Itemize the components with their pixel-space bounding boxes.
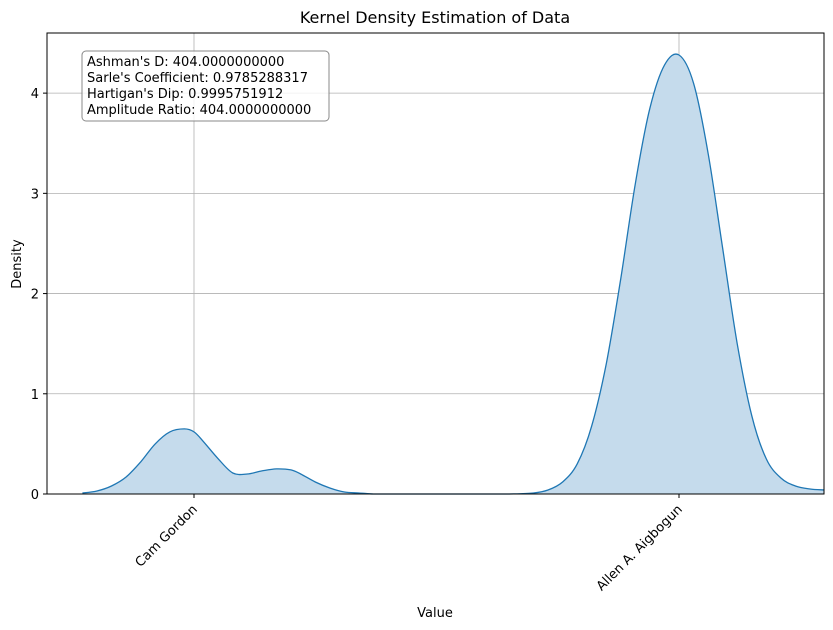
stats-line-hartigan: Hartigan's Dip: 0.9995751912 <box>87 87 283 102</box>
stats-box-frame <box>81 50 330 122</box>
x-tick-label: Allen A. Aigbogun <box>594 502 686 594</box>
chart-title: Kernel Density Estimation of Data <box>300 8 570 27</box>
stats-line-sarle: Sarle's Coefficient: 0.9785288317 <box>87 71 308 86</box>
stats-line-amplitude: Amplitude Ratio: 404.0000000000 <box>87 103 311 118</box>
plot-frame <box>46 32 825 495</box>
x-axis-label: Value <box>417 606 453 621</box>
y-tick-label: 4 <box>31 87 39 102</box>
stats-line-ashman: Ashman's D: 404.0000000000 <box>87 55 284 70</box>
y-tick-label: 3 <box>31 187 39 202</box>
y-tick-label: 1 <box>31 388 39 403</box>
y-tick-label: 0 <box>31 488 39 503</box>
y-tick-label: 2 <box>31 288 39 303</box>
y-axis-label: Density <box>10 239 25 289</box>
tick-layer: 0 1 2 3 4 Cam Gordon Allen A. Aigbogun <box>31 87 686 594</box>
x-tick-label: Cam Gordon <box>133 502 201 570</box>
stats-box: Ashman's D: 404.0000000000 Sarle's Coeff… <box>81 50 330 122</box>
